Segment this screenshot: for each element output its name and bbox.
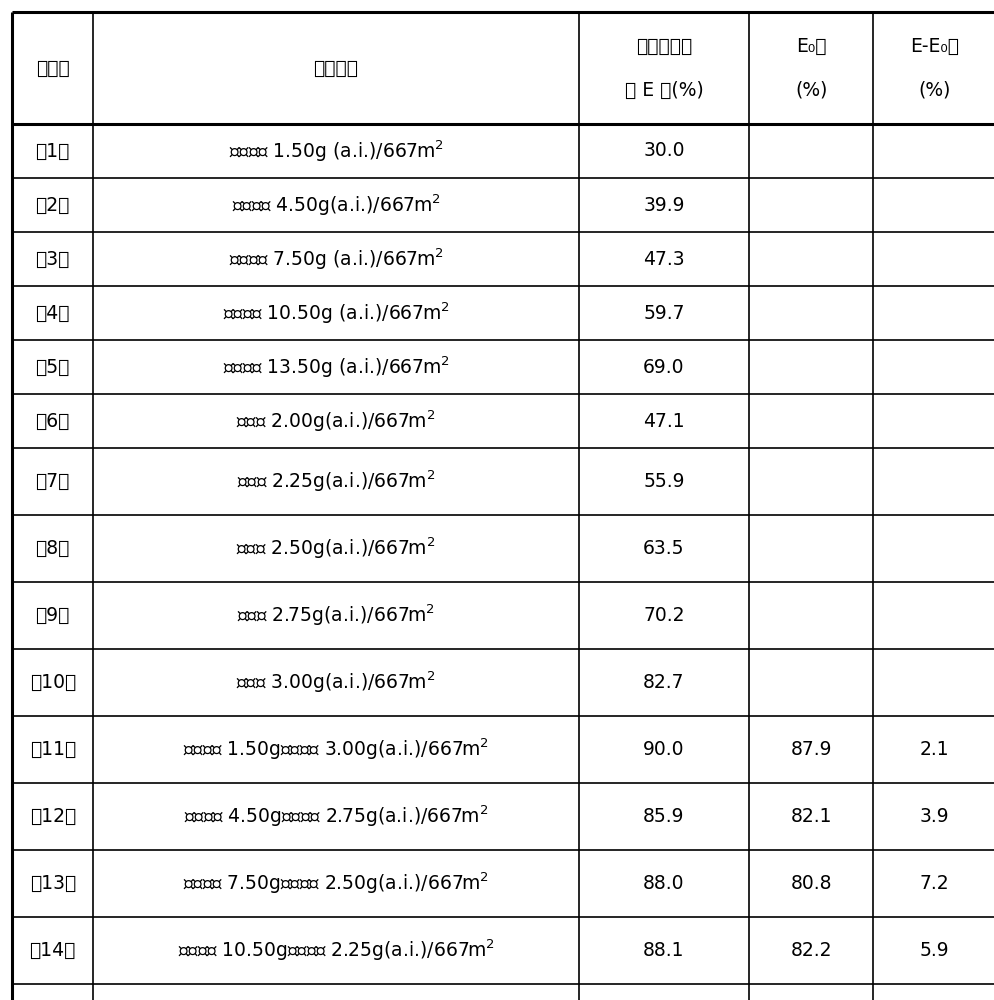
Text: E₀值: E₀值 (796, 36, 826, 55)
Text: 47.1: 47.1 (643, 412, 685, 431)
Text: 55.9: 55.9 (643, 472, 685, 491)
Text: 炙草酯 3.00g(a.i.)/667m$^2$: 炙草酯 3.00g(a.i.)/667m$^2$ (237, 670, 435, 695)
Text: （10）: （10） (30, 673, 76, 692)
Text: 90.0: 90.0 (643, 740, 685, 759)
Text: 59.7: 59.7 (643, 304, 685, 323)
Text: 2.1: 2.1 (919, 740, 949, 759)
Text: 效 E 值(%): 效 E 值(%) (624, 81, 704, 100)
Text: 39.9: 39.9 (643, 196, 685, 215)
Text: （6）: （6） (36, 412, 70, 431)
Text: 47.3: 47.3 (643, 250, 685, 269)
Text: （9）: （9） (36, 606, 70, 625)
Text: 氟唠磺隆 13.50g (a.i.)/667m$^2$: 氟唠磺隆 13.50g (a.i.)/667m$^2$ (223, 354, 449, 380)
Text: 85.9: 85.9 (643, 807, 685, 826)
Text: 实际鲜重防: 实际鲜重防 (636, 36, 692, 55)
Text: 炙草酯 2.50g(a.i.)/667m$^2$: 炙草酯 2.50g(a.i.)/667m$^2$ (237, 536, 435, 561)
Text: 氟唠磺隆 7.50g (a.i.)/667m$^2$: 氟唠磺隆 7.50g (a.i.)/667m$^2$ (229, 246, 443, 272)
Text: 氟唠磺隆 1.50g＋炙草酯 3.00g(a.i.)/667m$^2$: 氟唠磺隆 1.50g＋炙草酯 3.00g(a.i.)/667m$^2$ (183, 737, 489, 762)
Text: （14）: （14） (30, 941, 76, 960)
Text: 炙草酯 2.75g(a.i.)/667m$^2$: 炙草酯 2.75g(a.i.)/667m$^2$ (237, 603, 435, 628)
Text: （11）: （11） (30, 740, 76, 759)
Text: 7.2: 7.2 (919, 874, 949, 893)
Text: 70.2: 70.2 (643, 606, 685, 625)
Text: 30.0: 30.0 (643, 141, 685, 160)
Text: 炙草酯 2.00g(a.i.)/667m$^2$: 炙草酯 2.00g(a.i.)/667m$^2$ (237, 408, 435, 434)
Text: （4）: （4） (36, 304, 70, 323)
Text: （1）: （1） (36, 141, 70, 160)
Text: (%): (%) (795, 81, 827, 100)
Text: 3.9: 3.9 (919, 807, 949, 826)
Text: 氟唠磺隆 10.50g＋炙草酯 2.25g(a.i.)/667m$^2$: 氟唠磺隆 10.50g＋炙草酯 2.25g(a.i.)/667m$^2$ (178, 938, 494, 963)
Text: 处理号: 处理号 (36, 59, 70, 78)
Text: 处理剂量: 处理剂量 (313, 59, 359, 78)
Text: 82.7: 82.7 (643, 673, 685, 692)
Text: 63.5: 63.5 (643, 539, 685, 558)
Text: （5）: （5） (36, 358, 70, 377)
Text: （7）: （7） (36, 472, 70, 491)
Text: (%): (%) (918, 81, 950, 100)
Text: （2）: （2） (36, 196, 70, 215)
Text: 氟唠磺隆 1.50g (a.i.)/667m$^2$: 氟唠磺隆 1.50g (a.i.)/667m$^2$ (229, 138, 443, 164)
Text: 88.1: 88.1 (643, 941, 685, 960)
Text: （8）: （8） (36, 539, 70, 558)
Text: 82.2: 82.2 (790, 941, 832, 960)
Text: （12）: （12） (30, 807, 76, 826)
Text: 炙草酯 2.25g(a.i.)/667m$^2$: 炙草酯 2.25g(a.i.)/667m$^2$ (237, 469, 435, 494)
Text: 氟唠磺隆 7.50g＋炙草酯 2.50g(a.i.)/667m$^2$: 氟唠磺隆 7.50g＋炙草酯 2.50g(a.i.)/667m$^2$ (183, 871, 489, 896)
Text: （3）: （3） (36, 250, 70, 269)
Text: 氟唠磺隆 4.50g(a.i.)/667m$^2$: 氟唠磺隆 4.50g(a.i.)/667m$^2$ (232, 192, 440, 218)
Text: 氟唠磺隆 4.50g＋炙草酯 2.75g(a.i.)/667m$^2$: 氟唠磺隆 4.50g＋炙草酯 2.75g(a.i.)/667m$^2$ (184, 804, 488, 829)
Text: （13）: （13） (30, 874, 76, 893)
Text: E-E₀值: E-E₀值 (910, 36, 959, 55)
Text: 88.0: 88.0 (643, 874, 685, 893)
Text: 80.8: 80.8 (790, 874, 832, 893)
Text: 87.9: 87.9 (790, 740, 832, 759)
Text: 5.9: 5.9 (919, 941, 949, 960)
Text: 82.1: 82.1 (790, 807, 832, 826)
Text: 69.0: 69.0 (643, 358, 685, 377)
Text: 氟唠磺隆 10.50g (a.i.)/667m$^2$: 氟唠磺隆 10.50g (a.i.)/667m$^2$ (223, 300, 449, 326)
